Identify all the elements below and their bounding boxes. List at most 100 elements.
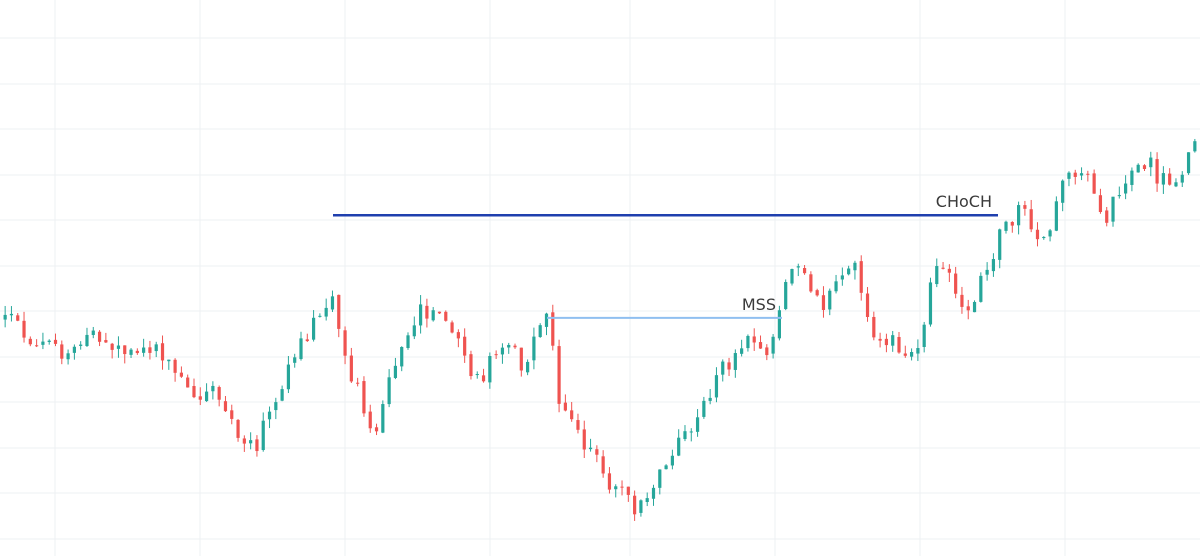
candle	[935, 258, 939, 288]
candle	[727, 357, 731, 377]
candle	[897, 331, 901, 354]
candle	[299, 331, 303, 361]
candle	[110, 342, 114, 359]
candle	[1105, 206, 1109, 227]
candle	[1180, 171, 1184, 188]
candle	[35, 339, 39, 348]
candle	[1079, 167, 1084, 181]
candle	[1124, 175, 1128, 200]
candle	[570, 402, 574, 422]
candle	[966, 299, 970, 320]
candle	[1054, 196, 1058, 232]
candle	[991, 253, 996, 277]
candle	[330, 290, 335, 313]
candle	[702, 396, 706, 419]
candle	[790, 268, 794, 286]
candle	[960, 286, 964, 314]
candle	[1073, 169, 1077, 185]
candle	[72, 344, 76, 360]
candle	[374, 423, 379, 436]
annotation-choch: CHoCH	[333, 192, 998, 217]
candle	[765, 344, 769, 361]
candle	[97, 330, 102, 347]
candle	[733, 349, 737, 378]
candle	[481, 368, 486, 383]
candle	[1035, 222, 1040, 247]
candle	[601, 450, 605, 478]
candle	[368, 404, 372, 433]
candle	[740, 339, 744, 357]
candle	[343, 326, 347, 365]
candle	[129, 348, 133, 359]
candle	[796, 263, 800, 277]
annotations: MSS CHoCH	[333, 192, 998, 319]
candle	[538, 323, 542, 338]
candle	[620, 480, 624, 496]
candle	[526, 359, 530, 376]
candle	[721, 359, 725, 382]
candle	[60, 340, 64, 365]
candle	[1161, 166, 1165, 194]
candle	[513, 343, 517, 349]
candle	[356, 377, 360, 387]
candle	[695, 409, 700, 437]
candle	[91, 326, 95, 339]
candle	[1061, 179, 1065, 212]
candle	[217, 385, 221, 407]
candle	[1098, 188, 1103, 214]
candle	[784, 279, 788, 311]
candle	[305, 333, 309, 342]
candle	[500, 343, 505, 364]
candle	[828, 288, 832, 316]
candle	[1023, 200, 1027, 216]
candle	[1010, 221, 1014, 233]
candle	[1092, 169, 1096, 194]
candle	[614, 484, 618, 498]
candle	[519, 347, 523, 377]
candle	[204, 383, 209, 402]
candle	[230, 404, 234, 425]
candle	[198, 387, 202, 406]
candle	[658, 469, 662, 495]
candle	[274, 397, 278, 420]
candle	[998, 228, 1002, 269]
candle	[286, 356, 291, 394]
candle	[104, 332, 108, 343]
candle	[582, 420, 586, 458]
candle	[469, 350, 473, 380]
candle	[255, 435, 259, 457]
candle	[834, 274, 838, 294]
candle	[544, 312, 549, 336]
candle	[865, 287, 870, 322]
candle	[1086, 170, 1090, 182]
candle	[626, 486, 630, 502]
candle	[362, 376, 366, 417]
candle	[135, 348, 139, 355]
candle	[972, 300, 977, 313]
candle	[293, 353, 297, 368]
candle	[223, 395, 228, 413]
candle	[173, 358, 177, 382]
candle	[588, 438, 593, 452]
candle	[677, 429, 681, 457]
candle	[1193, 138, 1197, 153]
candles	[3, 138, 1197, 521]
candle	[488, 352, 492, 389]
candle	[1017, 201, 1021, 235]
candle	[192, 378, 196, 399]
candle	[425, 298, 429, 328]
candle	[1155, 152, 1159, 192]
candle	[475, 371, 479, 379]
candle	[595, 445, 599, 463]
candle	[148, 340, 152, 360]
candle	[444, 310, 448, 322]
candle	[664, 464, 668, 470]
candle	[909, 348, 914, 361]
candle	[261, 412, 265, 452]
candle	[41, 332, 45, 350]
candle	[941, 261, 945, 270]
candle	[1130, 167, 1134, 192]
candle	[349, 347, 353, 384]
candle	[28, 336, 32, 347]
candle	[179, 366, 183, 378]
